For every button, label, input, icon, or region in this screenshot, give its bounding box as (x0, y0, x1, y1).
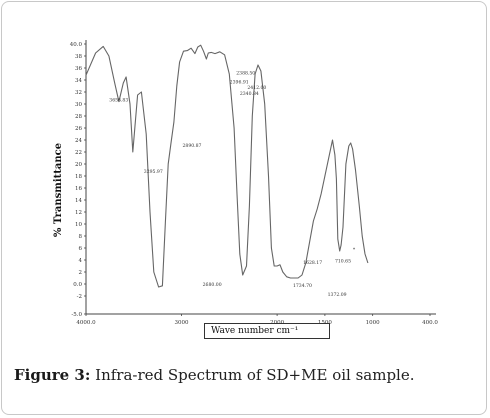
peak-label: 2388.50 (236, 71, 255, 77)
y-tick-label: 30 (75, 102, 82, 108)
y-tick-label: 2 (79, 270, 83, 276)
peak-label: 3295.97 (144, 169, 163, 175)
caption-text: Infra-red Spectrum of SD+ME oil sample. (90, 366, 415, 384)
axes (85, 40, 436, 315)
ir-spectrum-chart: 40.0 38 36 34 32 30 28 26 24 22 20 18 16 14 12 10 8 6 4 2 0.… (70, 40, 438, 326)
x-tick-label: 4000.0 (76, 320, 96, 326)
peak-label: 2396.91 (230, 80, 249, 86)
y-tick-label: 10 (75, 222, 82, 228)
y-tick-label: 22 (75, 150, 82, 156)
y-tick-label: 14 (75, 198, 82, 204)
y-tick-label: 16 (75, 186, 82, 192)
y-tick-label: 28 (75, 114, 82, 120)
peak-label: 710.65 (335, 258, 351, 264)
figure-caption: Figure 3: Infra-red Spectrum of SD+ME oi… (14, 366, 415, 384)
x-tick-label: 400.0 (422, 320, 438, 326)
y-tick-label: 38 (75, 54, 82, 60)
y-tick-label: 20 (75, 162, 82, 168)
peak-label: 3656.83 (109, 98, 128, 104)
caption-label: Figure 3: (14, 366, 91, 384)
y-tick-label: -2 (77, 294, 82, 300)
peak-label: * (353, 247, 356, 253)
y-tick-label: 0.0 (73, 282, 82, 288)
y-tick-label: 26 (75, 126, 82, 132)
peak-label: 2890.87 (182, 143, 201, 149)
y-tick-label: -5.0 (71, 312, 82, 318)
y-tick-label: 8 (79, 234, 83, 240)
y-tick-label: 36 (75, 66, 82, 72)
y-tick-label: 4 (79, 258, 83, 264)
x-tick-label: 1000 (366, 320, 380, 326)
y-tick-label: 34 (75, 78, 82, 84)
peak-labels: 3656.83 3295.97 2890.87 2680.00 2388.50 2396.… (109, 71, 356, 298)
peak-label: 2680.00 (203, 282, 222, 288)
x-axis-label: Wave number cm⁻¹ (204, 323, 330, 339)
y-tick-label: 32 (75, 90, 82, 96)
x-tick-label: 3000 (175, 320, 189, 326)
peak-label: 2412.00 (247, 85, 266, 91)
y-tick-label: 24 (75, 138, 82, 144)
y-tick-label: 6 (79, 246, 83, 252)
y-tick-label: 18 (75, 174, 82, 180)
y-tick-label: 12 (75, 210, 82, 216)
peak-label: 1734.70 (293, 283, 312, 289)
peak-label: 1372.09 (328, 292, 347, 298)
y-axis-label: % Transmittance (53, 142, 64, 238)
peak-label: 1628.17 (303, 260, 322, 266)
y-tick-label: 40.0 (70, 42, 83, 48)
spectrum-series (85, 44, 369, 288)
peak-label: 2340.84 (240, 91, 259, 97)
spectrum-line (85, 44, 369, 288)
